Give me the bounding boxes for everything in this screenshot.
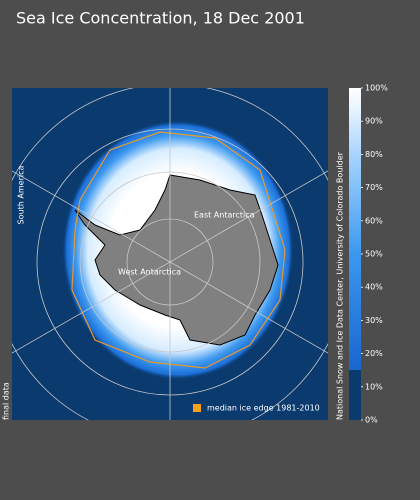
region-label: East Antarctica <box>194 211 255 220</box>
antarctica <box>74 174 279 346</box>
colorbar-tick-label: 100% <box>365 84 388 93</box>
colorbar-tick-label: 60% <box>365 216 383 225</box>
colorbar-tick-label: 50% <box>365 250 383 259</box>
map: East Antarctica West Antarctica South Am… <box>12 88 328 420</box>
colorbar-tick-label: 40% <box>365 283 383 292</box>
median-ice-edge <box>71 131 286 369</box>
colorbar-tick-label: 30% <box>365 316 383 325</box>
graticule <box>12 88 328 420</box>
colorbar-tick-label: 20% <box>365 349 383 358</box>
region-label: West Antarctica <box>118 268 181 277</box>
colorbar-tick-label: 10% <box>365 382 383 391</box>
colorbar-tick-label: 70% <box>365 183 383 192</box>
colorbar-tick-label: 90% <box>365 117 383 126</box>
colorbar-ticks: 0% 10% 20% 30% 40% 50% 60% 70% 80% 90% 100% <box>361 84 388 425</box>
colorbar-tick-label: 0% <box>365 416 378 425</box>
region-label: South America <box>17 166 26 225</box>
legend-swatch <box>193 404 201 412</box>
title: Sea Ice Concentration, 18 Dec 2001 <box>16 9 305 28</box>
legend-label: median ice edge 1981-2010 <box>207 404 320 413</box>
colorbar <box>349 88 361 420</box>
colorbar-tick-label: 80% <box>365 150 383 159</box>
status-label: final data <box>2 382 11 420</box>
credit: National Snow and Ice Data Center, Unive… <box>336 151 345 420</box>
